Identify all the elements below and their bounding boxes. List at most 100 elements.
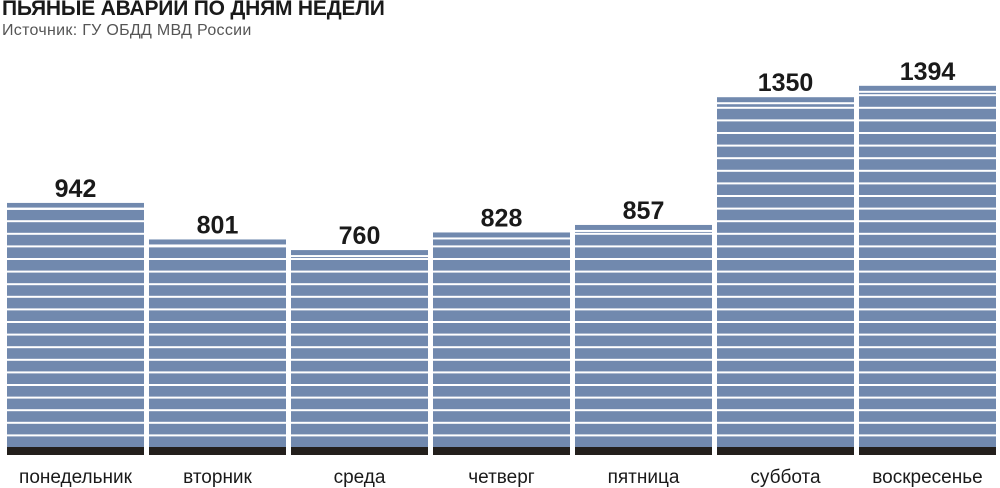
bar-stripe	[859, 207, 996, 210]
bar-group-1: 801 вторник	[149, 211, 286, 488]
bar-stripe	[859, 195, 996, 197]
bar-stripe	[433, 434, 570, 437]
bar-stripe	[859, 396, 996, 399]
bar-stripe	[149, 409, 286, 412]
bar-top-stripe	[859, 90, 996, 93]
bar-stripe	[7, 270, 144, 273]
bar-stripe	[575, 283, 712, 286]
bar-stripe	[433, 371, 570, 374]
category-label: понедельник	[19, 467, 133, 488]
bar-stripe	[149, 308, 286, 311]
bar-stripe	[7, 283, 144, 286]
bar-stripe	[149, 283, 286, 286]
bar-stripe	[7, 220, 144, 223]
bar-group-6: 1394 воскресенье	[859, 58, 996, 488]
bar-stripe	[717, 346, 854, 349]
bar-stripe	[575, 396, 712, 399]
data-label: 942	[55, 175, 97, 203]
bar-stripe	[291, 321, 428, 323]
bar-stripe	[149, 346, 286, 349]
bar-stripe	[291, 270, 428, 273]
bar-stripe	[859, 346, 996, 349]
bar-stripe	[717, 270, 854, 273]
data-label: 857	[623, 197, 665, 225]
bar-stripe	[291, 409, 428, 412]
bar-stripe	[717, 396, 854, 399]
bar-stripe	[717, 321, 854, 323]
bar-stripe	[7, 333, 144, 336]
bar-stripe	[7, 321, 144, 323]
bar-stripe	[859, 245, 996, 248]
bar-stripe	[149, 396, 286, 399]
bar-stripe	[859, 283, 996, 286]
bar-stripe	[575, 321, 712, 323]
bar	[149, 239, 286, 447]
bar-top-stripe	[575, 229, 712, 232]
bar-stripe	[291, 421, 428, 424]
bar-stripe	[859, 157, 996, 160]
bar-stripe	[717, 132, 854, 134]
bar-stripe	[149, 321, 286, 323]
bar-stripe	[575, 358, 712, 361]
bar-stripe	[859, 258, 996, 260]
bar-stripe	[717, 258, 854, 260]
bar-stripe	[859, 270, 996, 273]
bar-stripe	[859, 409, 996, 412]
bar-stripe	[717, 371, 854, 374]
bar-stripe	[7, 409, 144, 412]
bar-stripe	[7, 232, 144, 235]
bar-stripe	[717, 169, 854, 172]
bar-stripe	[859, 132, 996, 134]
baseline-segment	[291, 447, 428, 455]
bar-stripe	[291, 283, 428, 286]
bar-stripe	[575, 371, 712, 374]
chart-subtitle: Источник: ГУ ОБДД МВД России	[2, 22, 252, 39]
bar-stripe	[149, 371, 286, 374]
bar-stripe	[859, 321, 996, 323]
bar-stripe	[717, 333, 854, 336]
bar-stripe	[7, 384, 144, 386]
bar-stripe	[7, 421, 144, 424]
data-label: 828	[481, 204, 523, 232]
bar-stripe	[7, 245, 144, 248]
bar-stripe	[291, 258, 428, 260]
bar-stripe	[575, 295, 712, 298]
bar-stripe	[433, 396, 570, 399]
bar-stripe	[575, 421, 712, 424]
data-label: 760	[339, 222, 381, 250]
bar-stripe	[717, 182, 854, 185]
bar-stripe	[859, 421, 996, 424]
bar-stripe	[859, 295, 996, 298]
bar-stripe	[859, 232, 996, 235]
category-label: суббота	[750, 467, 821, 488]
baseline-segment	[859, 447, 996, 455]
bar-stripe	[717, 245, 854, 248]
bar-stripe	[575, 245, 712, 248]
bar-top-stripe	[149, 244, 286, 247]
bar-stripe	[7, 295, 144, 298]
bar-stripe	[717, 157, 854, 160]
bar-top-stripe	[433, 237, 570, 240]
bar-stripe	[717, 106, 854, 109]
bar-stripe	[7, 346, 144, 349]
baseline-segment	[433, 447, 570, 455]
bar-stripe	[433, 321, 570, 323]
bar-top-stripe	[291, 255, 428, 258]
bar-stripe	[575, 409, 712, 412]
bar-stripe	[717, 358, 854, 361]
bar-stripe	[433, 245, 570, 248]
bar-stripe	[717, 195, 854, 197]
bar-stripe	[859, 434, 996, 437]
bar-stripe	[859, 182, 996, 185]
bar	[7, 202, 144, 447]
bar-stripe	[575, 384, 712, 386]
category-label: вторник	[183, 467, 252, 488]
bar-stripe	[149, 270, 286, 273]
category-label: четверг	[468, 467, 535, 488]
bar-stripe	[717, 308, 854, 311]
bar-stripe	[7, 258, 144, 260]
bar-stripe	[859, 333, 996, 336]
data-label: 801	[197, 211, 239, 239]
